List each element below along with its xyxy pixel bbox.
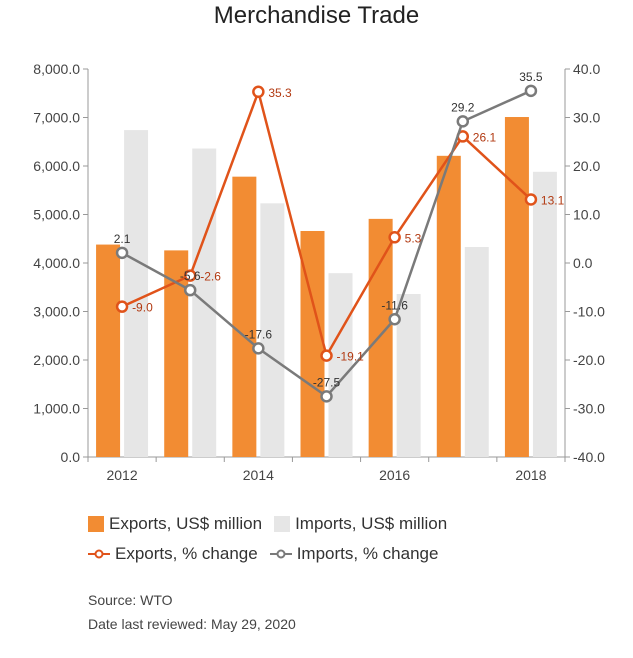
legend-item-exports-pct[interactable]: Exports, % change (88, 544, 258, 564)
chart-title: Merchandise Trade (213, 2, 420, 29)
exports-usd-bar (232, 176, 257, 458)
y-left-tick-label: 0.0 (61, 449, 81, 465)
y-right-tick-label: 30.0 (573, 110, 600, 126)
legend-row-1: Exports, US$ million Imports, US$ millio… (88, 514, 459, 534)
y-right-tick-label: -10.0 (573, 304, 605, 320)
exports-usd-bar (436, 155, 461, 457)
legend-item-imports-pct[interactable]: Imports, % change (269, 544, 439, 564)
legend-swatch-imports-usd (274, 516, 291, 532)
y-left-tick-label: 8,000.0 (33, 61, 80, 77)
x-tick-label: 2012 (106, 467, 137, 483)
exports-usd-bar (368, 218, 393, 457)
y-right-tick-label: -40.0 (573, 449, 605, 465)
imports-pct-data-label: 2.1 (114, 232, 131, 246)
y-right-tick-label: 20.0 (573, 158, 600, 174)
exports-pct-point (183, 269, 197, 282)
imports-pct-point (183, 283, 197, 297)
imports-usd-bar (464, 246, 489, 457)
imports-pct-data-label: 29.2 (451, 100, 475, 114)
x-tick-label: 2018 (515, 467, 546, 483)
exports-pct-data-label: -19.1 (337, 350, 365, 364)
legend-swatch-exports-pct (88, 549, 110, 559)
y-right-tick-label: -30.0 (573, 401, 605, 417)
y-left-tick-label: 4,000.0 (33, 255, 80, 271)
x-tick-label: 2016 (379, 467, 410, 483)
footer-source: Source: WTO (88, 592, 173, 608)
legend-row-2: Exports, % change Imports, % change (88, 544, 450, 564)
x-tick-label: 2014 (243, 467, 274, 483)
imports-pct-point (456, 115, 470, 128)
y-left-tick-label: 6,000.0 (33, 158, 80, 174)
imports-usd-bar (124, 130, 149, 458)
imports-pct-data-label: -5.6 (180, 269, 201, 283)
y-right-tick-label: 0.0 (573, 255, 593, 271)
exports-pct-data-label: -9.0 (132, 301, 153, 315)
y-right-tick-label: -20.0 (573, 352, 605, 368)
imports-pct-point (524, 84, 538, 98)
imports-pct-point (115, 246, 129, 260)
imports-pct-point (388, 313, 401, 326)
imports-usd-bar (396, 294, 421, 457)
imports-usd-bar (260, 203, 285, 457)
imports-pct-data-label: -11.6 (381, 298, 408, 312)
exports-pct-point (524, 193, 538, 206)
exports-pct-data-label: 5.3 (405, 231, 422, 245)
imports-pct-point (252, 342, 265, 355)
legend-item-imports-usd[interactable]: Imports, US$ million (274, 514, 447, 534)
legend-swatch-imports-pct (269, 549, 292, 559)
legend-label-imports-usd: Imports, US$ million (295, 514, 448, 533)
exports-pct-point (115, 300, 129, 313)
exports-pct-data-label: -2.6 (200, 270, 221, 284)
legend-item-exports-usd[interactable]: Exports, US$ million (88, 514, 262, 534)
exports-pct-data-label: 26.1 (473, 130, 497, 144)
y-left-tick-label: 2,000.0 (33, 352, 80, 368)
exports-usd-bar (96, 244, 121, 457)
exports-pct-point (252, 85, 265, 99)
imports-pct-point (320, 390, 333, 403)
y-right-tick-label: 10.0 (573, 207, 600, 223)
imports-pct-data-label: -27.5 (313, 375, 341, 389)
exports-usd-bar (504, 117, 529, 457)
exports-pct-point (320, 349, 333, 362)
footer-reviewed: Date last reviewed: May 29, 2020 (88, 616, 296, 632)
legend-swatch-exports-usd (88, 516, 104, 532)
exports-pct-data-label: 35.3 (268, 86, 292, 100)
y-left-tick-label: 1,000.0 (33, 401, 80, 417)
y-left-tick-label: 3,000.0 (33, 304, 80, 320)
legend-label-imports-pct: Imports, % change (296, 544, 439, 563)
exports-pct-point (388, 231, 401, 244)
chart-plot: 0.0 1,000.0 2,000.0 3,000.0 4,000.0 5,000.0 6,… (33, 61, 605, 483)
imports-usd-bar (328, 273, 353, 457)
legend-label-exports-usd: Exports, US$ million (109, 514, 263, 533)
y-left-tick-label: 5,000.0 (33, 207, 80, 223)
exports-pct-data-label: 13.1 (541, 193, 565, 207)
legend-label-exports-pct: Exports, % change (115, 544, 258, 563)
imports-pct-data-label: 35.5 (519, 70, 543, 84)
imports-pct-data-label: -17.6 (245, 327, 273, 341)
imports-usd-bar (532, 171, 557, 457)
y-right-tick-label: 40.0 (573, 61, 600, 77)
y-left-tick-label: 7,000.0 (33, 110, 80, 126)
